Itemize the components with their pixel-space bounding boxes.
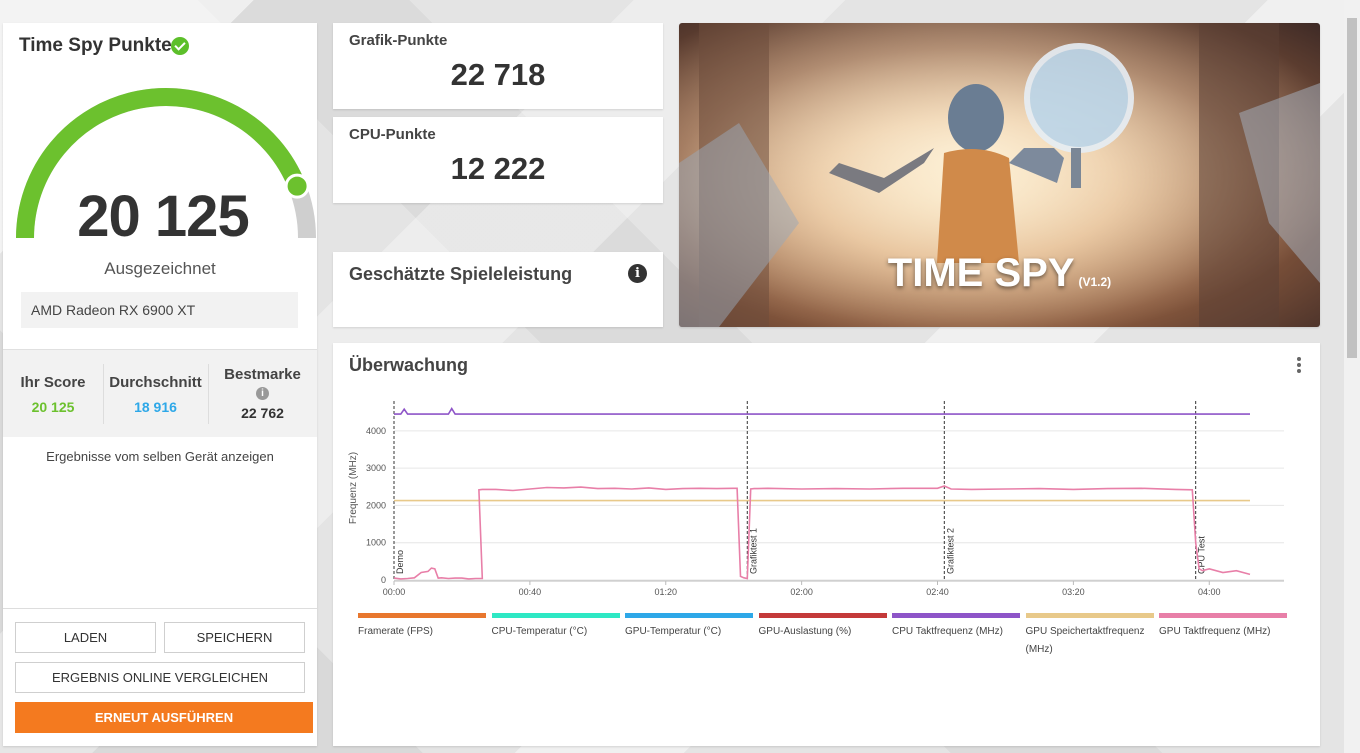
your-score-stat: Ihr Score 20 125	[3, 350, 103, 438]
x-tick-label: 03:20	[1062, 587, 1085, 597]
legend-label: CPU-Temperatur (°C)	[491, 626, 588, 637]
game-performance-card: Geschätzte Spieleleistung i	[333, 252, 663, 327]
legend-item[interactable]: CPU-Temperatur (°C)	[491, 613, 620, 641]
y-tick-label: 3000	[366, 463, 386, 473]
score-comparison: Ihr Score 20 125 Durchschnitt 18 916 Bes…	[3, 349, 317, 437]
compare-online-button[interactable]: ERGEBNIS ONLINE VERGLEICHEN	[15, 662, 305, 693]
x-tick-label: 00:00	[383, 587, 406, 597]
legend-item[interactable]: GPU Taktfrequenz (MHz)	[1159, 613, 1287, 641]
legend-swatch	[358, 613, 486, 618]
divider	[3, 608, 317, 609]
y-axis-label: Frequenz (MHz)	[348, 452, 359, 524]
info-icon[interactable]: i	[256, 387, 269, 400]
best-label: Bestmarke	[224, 366, 301, 383]
graphics-score-label: Grafik-Punkte	[349, 32, 448, 49]
cpu-score-label: CPU-Punkte	[349, 126, 436, 143]
benchmark-hero-image: TIME SPY (V1.2)	[679, 23, 1320, 327]
y-tick-label: 0	[381, 575, 386, 585]
section-marker-label: Grafiktest 1	[748, 528, 758, 574]
divider	[208, 364, 209, 424]
gauge-knob	[284, 173, 310, 199]
legend-swatch	[491, 613, 620, 618]
legend-item[interactable]: GPU Speichertaktfrequenz (MHz)	[1025, 613, 1154, 659]
x-tick-label: 02:00	[790, 587, 813, 597]
total-score: 20 125	[77, 184, 249, 249]
monitoring-chart: 0 1000 2000 3000 4000 00:00 00:40 01:20 02:00 02…	[348, 401, 1284, 597]
section-marker-label: CPU Test	[1197, 536, 1207, 574]
legend-label: Framerate (FPS)	[358, 626, 434, 637]
score-rating: Ausgezeichnet	[104, 259, 216, 278]
legend-label: GPU Speichertaktfrequenz (MHz)	[1025, 626, 1145, 655]
graphics-score-card: Grafik-Punkte 22 718	[333, 23, 663, 109]
x-tick-label: 01:20	[654, 587, 677, 597]
legend-swatch	[892, 613, 1020, 618]
rerun-button[interactable]: ERNEUT AUSFÜHREN	[15, 702, 313, 733]
average-stat: Durchschnitt 18 916	[103, 350, 208, 438]
cpu-score-value: 12 222	[450, 151, 546, 186]
section-marker-label: Demo	[395, 550, 405, 574]
legend-item[interactable]: GPU-Auslastung (%)	[758, 613, 887, 641]
x-tick-label: 00:40	[519, 587, 542, 597]
your-score-label: Ihr Score	[20, 374, 86, 391]
your-score-value: 20 125	[31, 399, 75, 415]
legend-swatch	[1159, 613, 1287, 618]
game-performance-label: Geschätzte Spieleleistung	[349, 264, 573, 284]
graphics-score-value: 22 718	[450, 57, 546, 92]
legend-swatch	[758, 613, 887, 618]
gauge-fill	[16, 88, 306, 239]
info-icon[interactable]: i	[628, 264, 647, 283]
score-title: Time Spy Punkte	[19, 35, 172, 56]
x-tick-label: 02:40	[926, 587, 949, 597]
legend-label: GPU Taktfrequenz (MHz)	[1159, 626, 1271, 637]
legend-item[interactable]: Framerate (FPS)	[358, 613, 486, 641]
gpu-name: AMD Radeon RX 6900 XT	[21, 292, 298, 328]
average-value: 18 916	[134, 399, 177, 415]
divider	[103, 364, 104, 424]
score-gauge	[16, 88, 316, 239]
legend-swatch	[625, 613, 753, 618]
series-line	[393, 485, 1251, 580]
legend-item[interactable]: GPU-Temperatur (°C)	[625, 613, 753, 641]
monitoring-panel: Überwachung 0 1000 2000 3000 4000 00:00 00:40…	[333, 343, 1320, 746]
y-tick-label: 4000	[366, 426, 386, 436]
scrollbar-thumb[interactable]	[1347, 18, 1357, 358]
x-tick-label: 04:00	[1198, 587, 1221, 597]
hero-title: TIME SPY (V1.2)	[679, 251, 1320, 296]
check-circle-icon	[171, 37, 189, 55]
same-device-results-link[interactable]: Ergebnisse vom selben Gerät anzeigen	[46, 449, 274, 464]
cpu-score-card: CPU-Punkte 12 222	[333, 117, 663, 203]
average-label: Durchschnitt	[109, 374, 202, 391]
y-tick-label: 1000	[366, 538, 386, 548]
save-button[interactable]: SPEICHERN	[164, 622, 305, 653]
best-stat: Bestmarke i 22 762	[208, 350, 317, 438]
legend-item[interactable]: CPU Taktfrequenz (MHz)	[892, 613, 1020, 641]
legend-swatch	[1025, 613, 1154, 618]
score-panel: Time Spy Punkte 20 125 Ausgezeichnet AMD…	[3, 23, 317, 746]
monitoring-title: Überwachung	[349, 355, 469, 375]
legend-label: GPU-Temperatur (°C)	[625, 626, 722, 637]
hero-artwork	[679, 23, 1320, 327]
benchmark-version: (V1.2)	[1078, 275, 1112, 289]
legend-label: GPU-Auslastung (%)	[758, 626, 852, 637]
series-line	[394, 406, 1250, 415]
legend-label: CPU Taktfrequenz (MHz)	[892, 626, 1003, 637]
y-tick-label: 2000	[366, 500, 386, 510]
section-marker-label: Grafiktest 2	[945, 528, 955, 574]
load-button[interactable]: LADEN	[15, 622, 156, 653]
more-options-icon[interactable]	[1297, 357, 1303, 373]
best-value: 22 762	[241, 405, 284, 421]
benchmark-name: TIME SPY	[887, 251, 1075, 295]
page-scrollbar[interactable]	[1344, 0, 1360, 753]
